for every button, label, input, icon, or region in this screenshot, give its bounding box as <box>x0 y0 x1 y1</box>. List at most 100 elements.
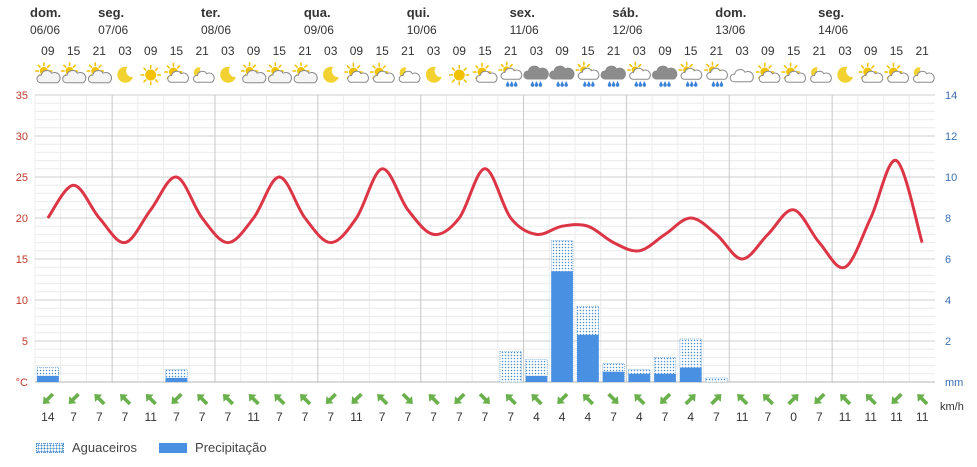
cloud-shape <box>62 70 87 84</box>
temperature-point <box>432 233 434 235</box>
rain-drop <box>538 81 543 87</box>
day-date: 07/06 <box>98 23 128 37</box>
precipitation-bar <box>577 334 599 382</box>
moon-icon <box>425 66 442 83</box>
sun-ray <box>176 65 181 69</box>
wind-arrow-shape <box>120 394 132 406</box>
cloud-shape <box>87 70 113 84</box>
cloud-shape <box>373 70 395 83</box>
wind-speed-label: 7 <box>70 410 77 424</box>
hour-label: 09 <box>350 44 364 58</box>
temperature-point <box>124 241 126 243</box>
y-tick-label-right: 12 <box>945 131 957 143</box>
temperature-point <box>638 250 640 252</box>
hour-label: 03 <box>118 44 132 58</box>
wind-speed-label: 11 <box>864 410 877 424</box>
wind-arrow-shape <box>171 392 183 404</box>
partly-sunny-icon <box>472 62 498 83</box>
showers-bar <box>705 377 728 383</box>
sun-disc <box>145 69 157 81</box>
showers-series <box>36 240 728 383</box>
temperature-point <box>510 217 512 219</box>
sun-ray <box>706 63 710 68</box>
storm-rain-icon <box>652 65 678 87</box>
wind-arrow-icon <box>557 392 569 404</box>
wind-speed-label: 7 <box>610 410 617 424</box>
cloudy-night-icon <box>810 67 832 83</box>
sun-ray <box>356 65 361 69</box>
sun-ray <box>680 63 684 68</box>
wind-arrow-shape <box>582 394 595 406</box>
hour-label: 09 <box>761 44 775 58</box>
temperature-point <box>304 217 306 219</box>
hour-label: 21 <box>195 44 209 58</box>
hour-label: 21 <box>504 44 518 58</box>
temperature-point <box>98 217 100 219</box>
wind-arrow-shape <box>607 392 619 404</box>
wind-speed-label: 11 <box>890 410 903 424</box>
hour-label: 15 <box>375 44 389 58</box>
rain-drop <box>659 81 663 87</box>
y-tick-label-left: 35 <box>16 90 28 102</box>
wind-speed-label: 7 <box>662 410 669 424</box>
wind-speed-label: 11 <box>839 410 852 424</box>
wind-speed-label: 7 <box>713 410 720 424</box>
wind-arrow-icon <box>710 394 722 406</box>
wind-arrow-icon <box>248 394 260 406</box>
rain-drop <box>534 81 539 87</box>
rain-drop <box>607 81 612 87</box>
hour-label: 15 <box>170 44 184 58</box>
temperature-points <box>47 159 924 268</box>
sun-icon <box>448 64 470 86</box>
day-name: ter. <box>201 5 221 20</box>
y-tick-label-right: 6 <box>945 254 951 266</box>
legend-swatch-aguaceiros <box>36 442 64 453</box>
legend-label-aguaceiros: Aguaceiros <box>72 440 138 455</box>
y-tick-label-right: 4 <box>945 295 951 307</box>
partly-sunny-icon <box>369 62 395 83</box>
wind-unit-label: km/h <box>940 401 964 413</box>
cloud-shape <box>861 70 884 83</box>
temperature-point <box>767 233 769 235</box>
wind-speed-label: 14 <box>41 410 55 424</box>
wind-arrow-icon <box>171 392 183 404</box>
hour-label: 21 <box>710 44 724 58</box>
wind-arrow-icon <box>377 394 389 406</box>
wind-arrow-shape <box>684 394 696 406</box>
partly-sunny-icon <box>884 62 909 83</box>
wind-arrow-icon <box>478 392 490 404</box>
wind-speed-label: 11 <box>350 410 363 424</box>
day-date: 09/06 <box>304 23 334 37</box>
wind-arrow-shape <box>762 394 775 406</box>
wind-arrow-shape <box>814 392 826 404</box>
hour-label: 21 <box>607 44 621 58</box>
wind-arrow-icon <box>762 394 775 406</box>
precipitation-series <box>37 271 702 382</box>
hour-label: 03 <box>633 44 647 58</box>
rain-showers-icon <box>575 61 600 87</box>
rain-showers-icon <box>704 61 728 87</box>
hour-label: 15 <box>273 44 287 58</box>
wind-arrow-shape <box>634 394 646 406</box>
cloud-shape <box>913 70 935 83</box>
temperature-point <box>484 168 486 170</box>
sun-ray <box>88 64 93 68</box>
showers-bar <box>499 350 522 383</box>
wind-arrow-icon <box>325 392 337 404</box>
sun-ray <box>638 63 642 68</box>
temperature-point <box>587 225 589 227</box>
rain-drop <box>711 81 716 87</box>
wind-arrow-icon <box>737 394 749 406</box>
wind-arrow-icon <box>660 392 672 404</box>
sun-ray <box>382 65 386 69</box>
wind-speed-label: 7 <box>225 410 232 424</box>
moon-icon <box>220 66 236 83</box>
wind-arrow-icon <box>891 392 903 404</box>
temperature-point <box>330 241 332 243</box>
wind-arrow-shape <box>94 394 106 406</box>
cloud-shape <box>810 70 832 83</box>
rain-drop <box>611 81 616 87</box>
wind-speed-label: 7 <box>276 410 283 424</box>
rain-drop <box>642 81 647 87</box>
rain-drop <box>583 81 587 87</box>
